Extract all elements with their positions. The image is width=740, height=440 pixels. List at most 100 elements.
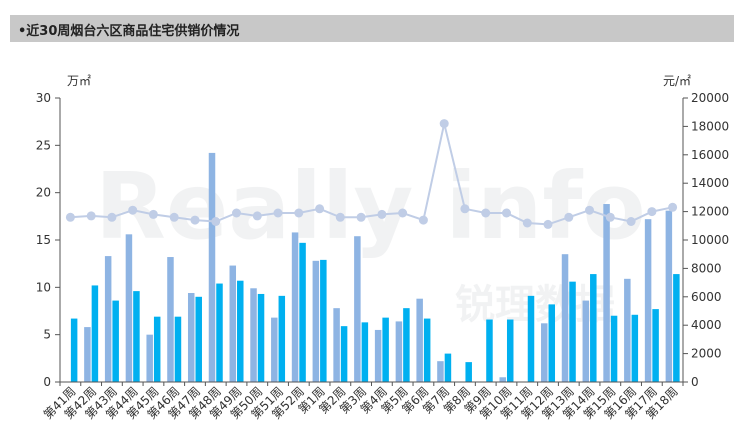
supply-bar bbox=[644, 219, 652, 382]
supply-bar bbox=[229, 265, 237, 382]
chart-title: •近30周烟台六区商品住宅供销价情况 bbox=[18, 24, 240, 39]
left-tick-label: 25 bbox=[36, 138, 51, 152]
price-point bbox=[190, 215, 200, 225]
right-tick-label: 14000 bbox=[691, 176, 729, 190]
right-axis-unit: 元/㎡ bbox=[663, 74, 691, 88]
sales-bar bbox=[465, 362, 472, 382]
sales-bar bbox=[673, 274, 680, 382]
right-tick-label: 4000 bbox=[691, 318, 722, 332]
right-tick-label: 16000 bbox=[691, 148, 729, 162]
price-point bbox=[647, 207, 657, 217]
supply-bar bbox=[250, 288, 257, 382]
right-tick-label: 10000 bbox=[691, 233, 729, 247]
left-tick-label: 10 bbox=[36, 280, 51, 294]
supply-bar bbox=[271, 317, 278, 382]
supply-bar bbox=[312, 260, 320, 382]
price-point bbox=[626, 217, 636, 226]
sales-bar bbox=[569, 281, 576, 382]
sales-bar bbox=[195, 296, 202, 382]
price-point bbox=[107, 212, 117, 222]
supply-bar bbox=[84, 327, 91, 382]
price-point bbox=[460, 204, 470, 214]
supply-bar bbox=[499, 377, 506, 382]
supply-bar bbox=[582, 300, 590, 382]
price-point bbox=[252, 211, 262, 221]
supply-bar bbox=[104, 256, 112, 382]
price-point bbox=[65, 212, 75, 222]
sales-bar bbox=[153, 316, 161, 382]
left-tick-label: 30 bbox=[36, 91, 51, 105]
supply-bar bbox=[208, 152, 216, 382]
price-point bbox=[273, 208, 283, 218]
right-tick-label: 12000 bbox=[691, 205, 729, 219]
sales-bar bbox=[216, 283, 223, 382]
right-tick-label: 0 bbox=[691, 375, 699, 389]
price-point bbox=[418, 215, 428, 225]
left-tick-label: 20 bbox=[36, 186, 51, 200]
right-tick-label: 18000 bbox=[691, 119, 729, 133]
price-point bbox=[169, 212, 179, 222]
price-point bbox=[668, 202, 678, 212]
supply-bar bbox=[665, 210, 673, 382]
price-point bbox=[335, 212, 345, 222]
supply-bar bbox=[333, 308, 340, 382]
price-point bbox=[502, 208, 511, 218]
price-point bbox=[377, 209, 387, 219]
left-tick-label: 5 bbox=[43, 328, 51, 342]
sales-bar bbox=[278, 295, 286, 382]
sales-bar bbox=[174, 316, 182, 382]
sales-bar bbox=[382, 317, 389, 382]
sales-bar bbox=[423, 318, 431, 382]
sales-bar bbox=[91, 285, 99, 382]
sales-bar bbox=[299, 242, 306, 382]
left-tick-label: 15 bbox=[36, 233, 51, 247]
supply-bar bbox=[624, 278, 631, 382]
sales-bar bbox=[548, 304, 556, 382]
price-point bbox=[543, 219, 553, 229]
title-bar: •近30周烟台六区商品住宅供销价情况 bbox=[10, 15, 734, 42]
supply-bar bbox=[354, 236, 361, 382]
sales-bar bbox=[610, 315, 618, 382]
price-point bbox=[605, 212, 615, 222]
price-point bbox=[398, 208, 408, 218]
sales-bar bbox=[70, 318, 78, 382]
left-axis-unit: 万㎡ bbox=[67, 74, 91, 88]
sales-bar bbox=[403, 308, 410, 382]
sales-bar bbox=[257, 293, 265, 382]
right-tick-label: 6000 bbox=[691, 290, 722, 304]
supply-bar bbox=[561, 254, 569, 382]
price-point bbox=[522, 218, 532, 228]
price-point bbox=[315, 204, 325, 214]
right-tick-label: 8000 bbox=[691, 261, 722, 275]
sales-bar bbox=[133, 291, 140, 382]
sales-bar bbox=[340, 326, 348, 382]
sales-bar bbox=[506, 319, 514, 382]
price-point bbox=[439, 119, 449, 129]
price-point bbox=[356, 212, 366, 222]
supply-bar bbox=[541, 323, 548, 382]
price-point bbox=[128, 205, 138, 215]
right-tick-label: 2000 bbox=[691, 347, 722, 361]
price-point bbox=[294, 208, 304, 218]
supply-bar bbox=[291, 232, 299, 382]
right-tick-label: 20000 bbox=[691, 91, 729, 105]
supply-bar bbox=[374, 329, 382, 382]
sales-bar bbox=[320, 259, 327, 382]
sales-bar bbox=[527, 295, 535, 382]
supply-bar bbox=[603, 204, 610, 382]
sales-bar bbox=[237, 280, 244, 382]
sales-bar bbox=[486, 319, 493, 382]
supply-bar bbox=[416, 298, 423, 382]
left-tick-label: 0 bbox=[43, 375, 51, 389]
sales-bar bbox=[631, 314, 639, 382]
price-point bbox=[564, 212, 574, 222]
price-point bbox=[211, 217, 221, 226]
price-point bbox=[232, 208, 241, 218]
sales-bar bbox=[361, 322, 369, 382]
sales-bar bbox=[112, 300, 119, 382]
supply-bar bbox=[146, 334, 153, 382]
watermark-brand: Really info bbox=[95, 153, 646, 260]
price-point bbox=[86, 211, 96, 221]
price-point bbox=[148, 209, 158, 219]
supply-bar bbox=[395, 321, 403, 382]
